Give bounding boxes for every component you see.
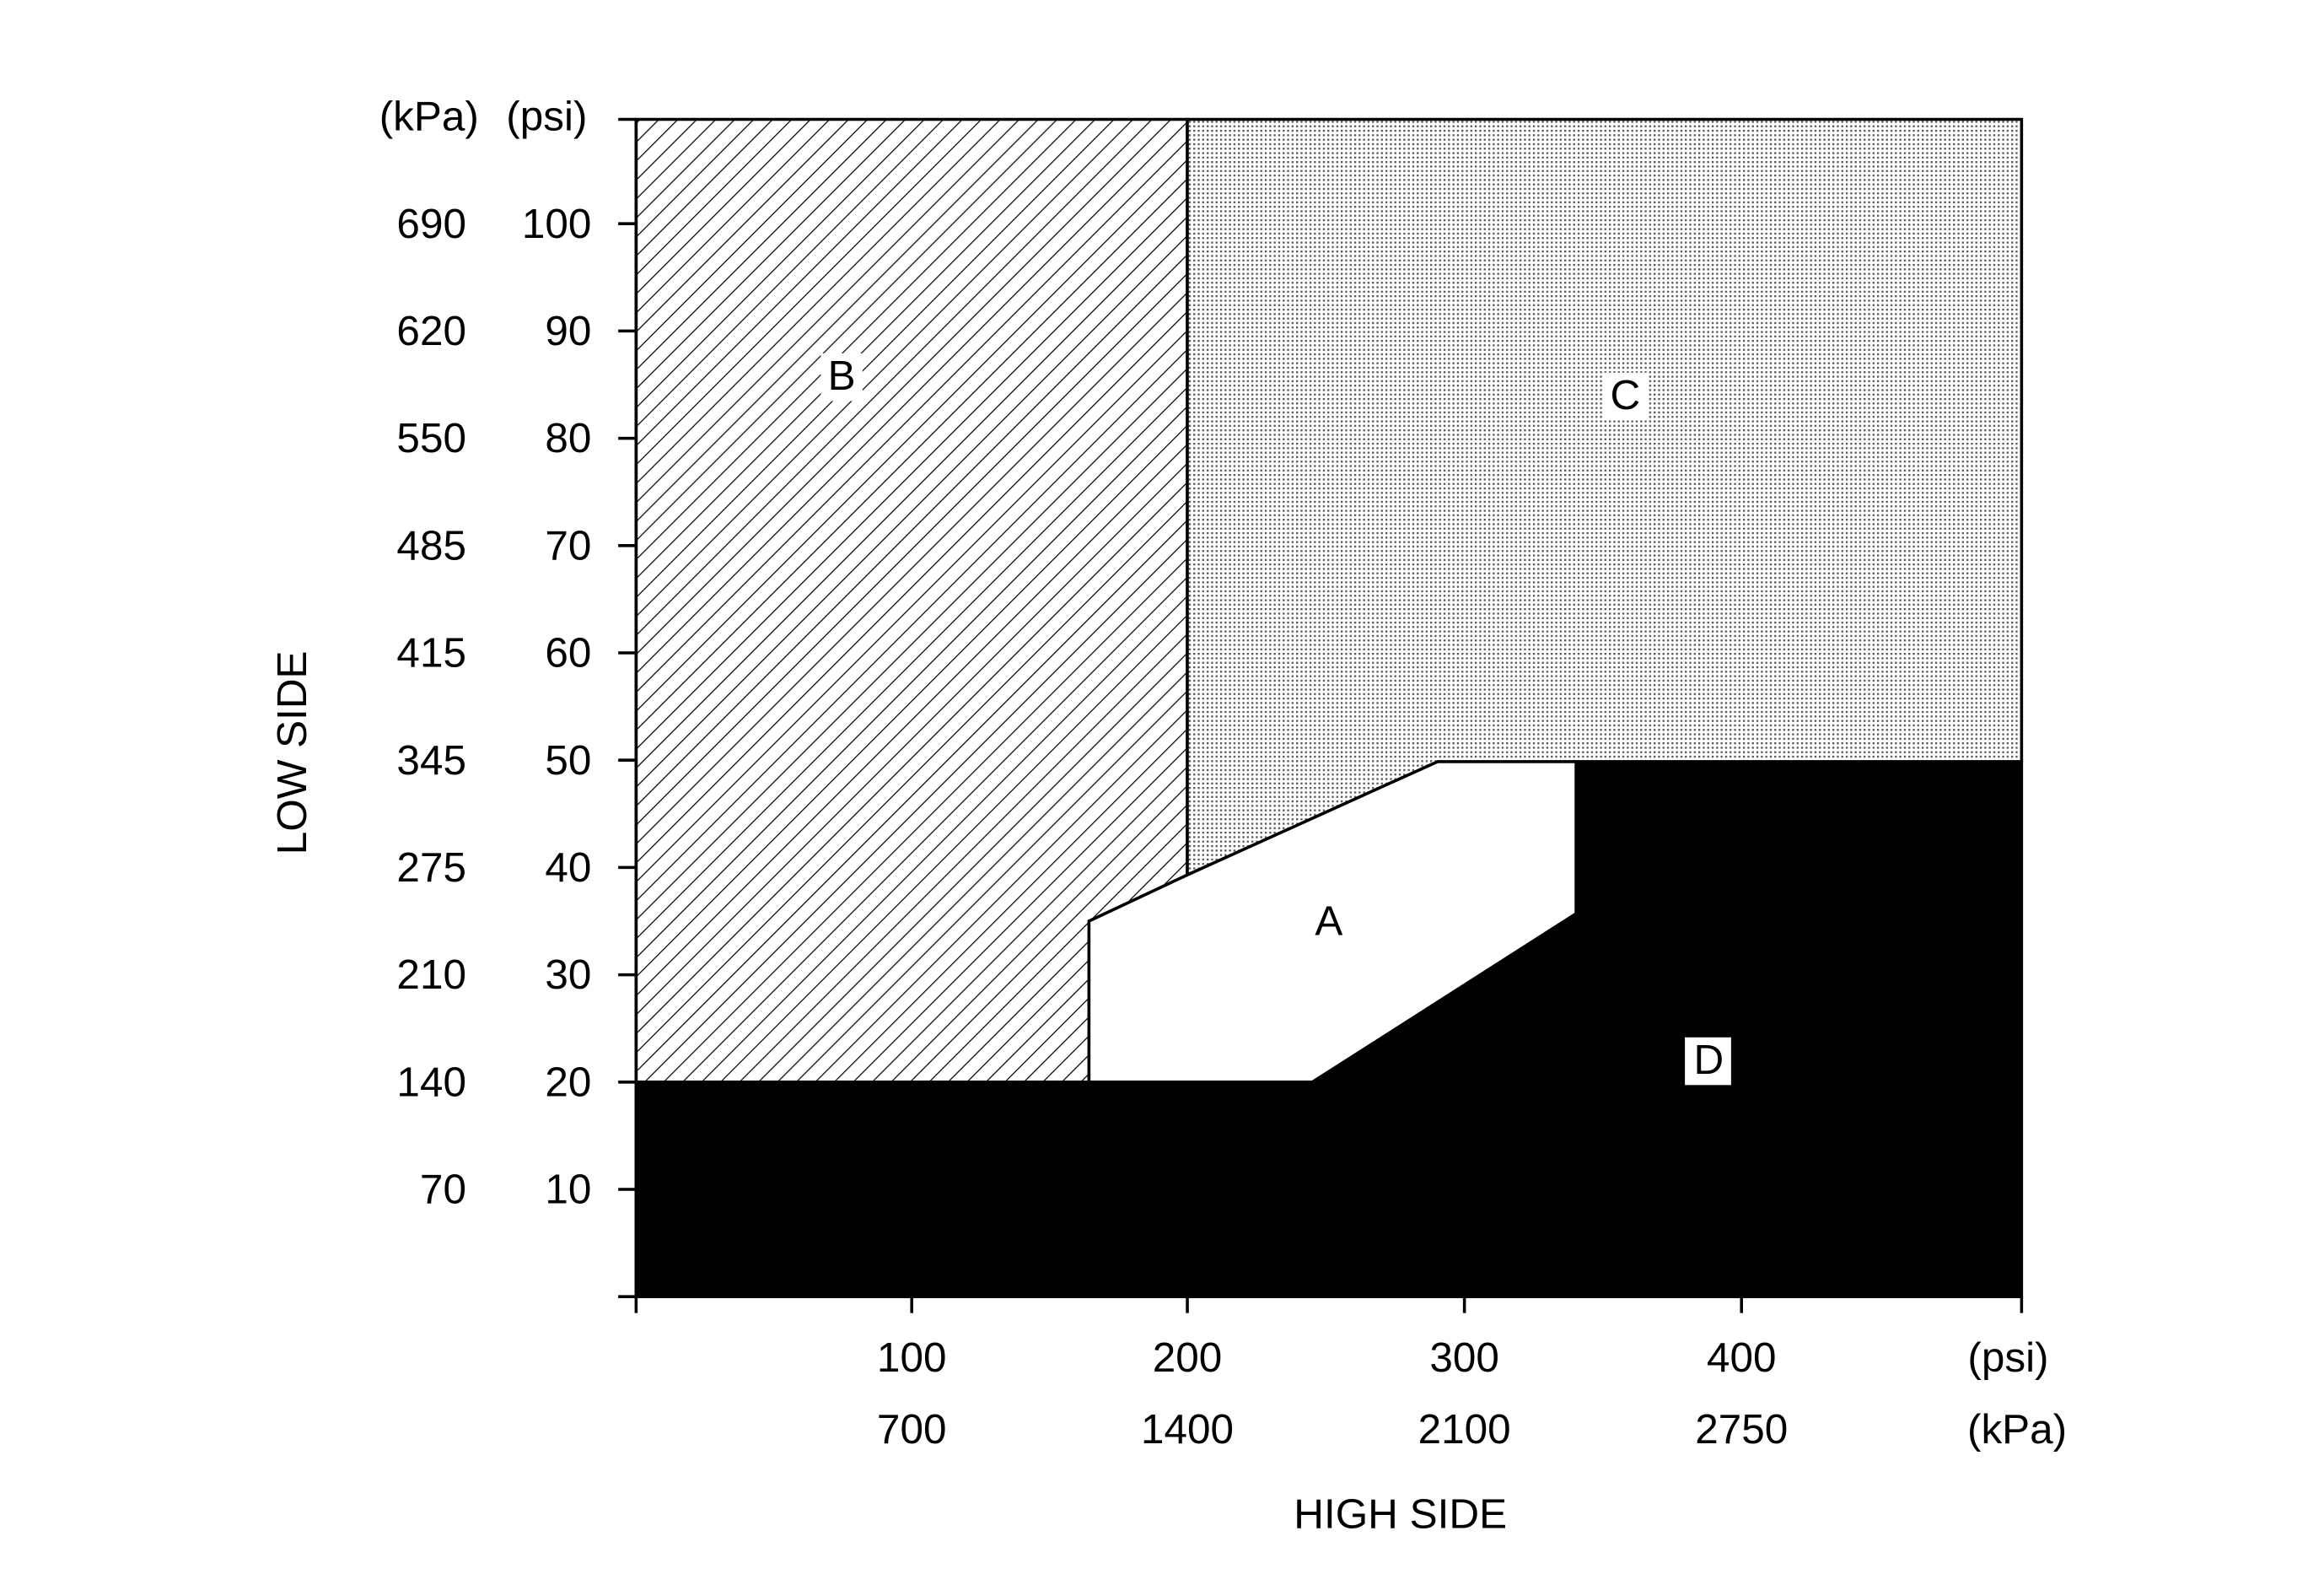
y-tick-label: 620 xyxy=(396,308,466,354)
y-tick-label: 100 xyxy=(522,201,592,247)
x-tick-label: 1400 xyxy=(1141,1406,1234,1453)
y-tick-label: 20 xyxy=(545,1059,591,1105)
y-tick-label: 70 xyxy=(420,1167,466,1213)
y-tick-label: 90 xyxy=(545,308,591,354)
y-tick-label: 210 xyxy=(396,951,466,998)
regions xyxy=(634,117,2024,1298)
y-tick-label: 30 xyxy=(545,951,591,998)
region-label: D xyxy=(1694,1037,1724,1083)
x-tick-label: 2750 xyxy=(1695,1406,1788,1453)
y-tick-label: 80 xyxy=(545,415,591,461)
y-tick-label: 50 xyxy=(545,737,591,784)
y-tick-label: 690 xyxy=(396,201,466,247)
y-unit: (psi) xyxy=(506,94,587,140)
x-tick-label: 2100 xyxy=(1418,1406,1511,1453)
y-axis-title: LOW SIDE xyxy=(269,650,315,854)
y-tick-label: 40 xyxy=(545,844,591,891)
region-label: C xyxy=(1611,372,1641,418)
label-bg xyxy=(1602,372,1648,421)
y-tick-label: 275 xyxy=(396,844,466,891)
y-unit: (kPa) xyxy=(379,94,479,140)
label-bg xyxy=(820,353,863,402)
x-tick-label: 700 xyxy=(877,1406,947,1453)
x-unit: (kPa) xyxy=(1967,1406,2067,1453)
y-tick-label: 140 xyxy=(396,1059,466,1105)
y-tick-label: 10 xyxy=(545,1167,591,1213)
y-tick-label: 345 xyxy=(396,737,466,784)
y-tick-label: 550 xyxy=(396,415,466,461)
y-tick-label: 60 xyxy=(545,630,591,676)
x-tick-label: 100 xyxy=(877,1334,947,1381)
x-axis-title: HIGH SIDE xyxy=(1294,1491,1507,1538)
y-tick-label: 415 xyxy=(396,630,466,676)
y-tick-label: 70 xyxy=(545,522,591,569)
x-tick-label: 300 xyxy=(1429,1334,1499,1381)
y-tick-label: 485 xyxy=(396,522,466,569)
x-tick-label: 400 xyxy=(1707,1334,1777,1381)
label-bg xyxy=(1685,1037,1731,1086)
x-tick-label: 200 xyxy=(1153,1334,1223,1381)
region-label: A xyxy=(1315,898,1342,945)
x-unit: (psi) xyxy=(1967,1334,2048,1381)
region-label: B xyxy=(828,353,856,399)
